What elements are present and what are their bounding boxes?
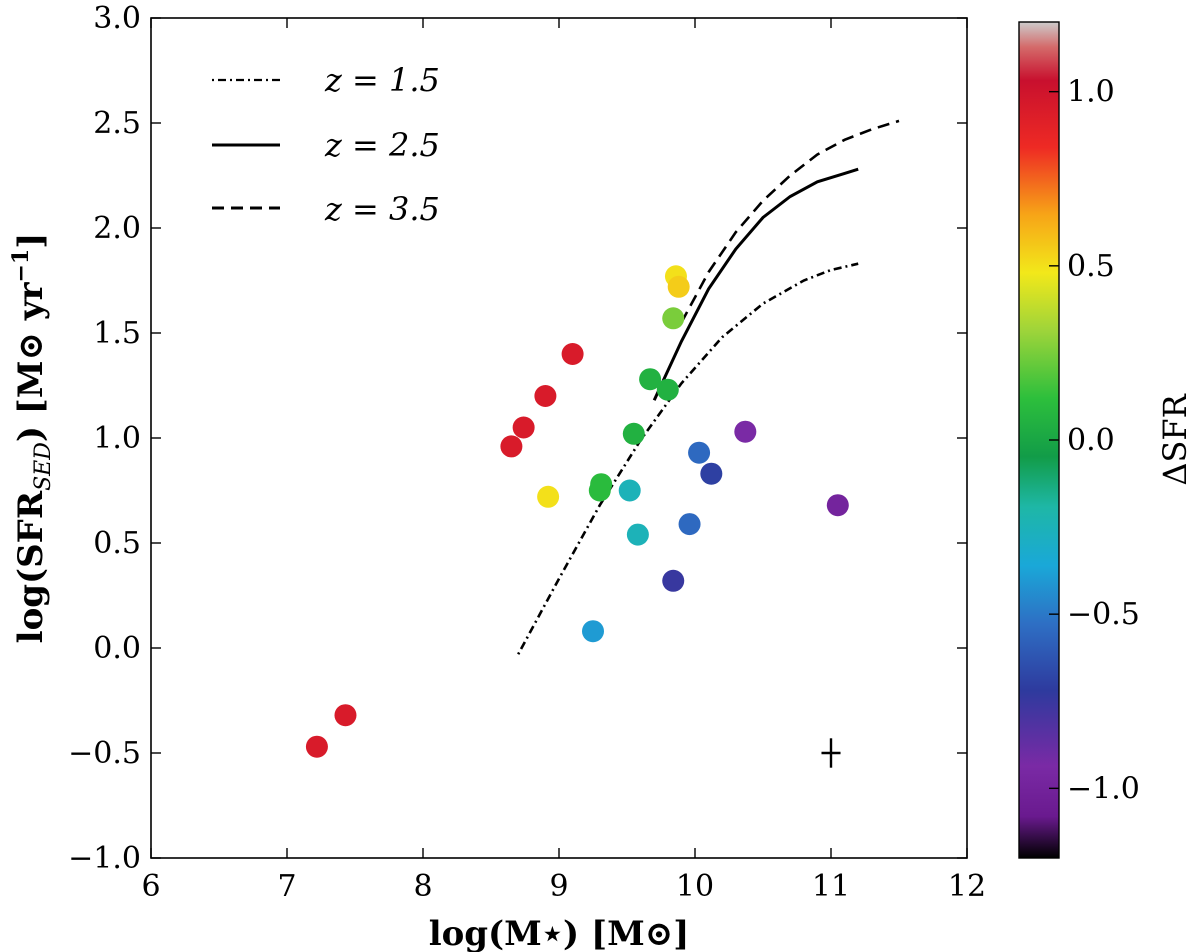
data-point (662, 569, 685, 592)
data-point (334, 704, 357, 727)
y-tick-label: 0.0 (93, 631, 141, 666)
y-tick-label: 0.5 (93, 526, 141, 561)
y-tick-label: 3.0 (93, 1, 141, 36)
x-tick-label: 8 (413, 869, 432, 904)
y-axis-ticks: −1.0 −0.5 0.0 0.5 1.0 1.5 2.0 2.5 3.0 (68, 1, 967, 876)
data-point (582, 620, 604, 643)
curve-dashed (680, 119, 900, 324)
legend-label-z15: z = 1.5 (324, 61, 440, 99)
data-point (700, 462, 723, 485)
curve-dotted (517, 262, 859, 655)
data-point (667, 275, 690, 298)
error-bar (821, 738, 841, 768)
x-tick-label: 9 (549, 869, 568, 904)
data-point (534, 385, 557, 407)
data-point (688, 441, 711, 464)
scatter-points (305, 265, 849, 758)
x-axis-ticks: 6 7 8 9 10 11 12 (141, 18, 986, 904)
y-tick-label: 2.0 (93, 211, 141, 246)
data-point (512, 416, 535, 439)
data-point (618, 479, 641, 502)
x-tick-label: 7 (277, 869, 296, 904)
colorbar-tick-label: 0.5 (1067, 249, 1115, 284)
y-tick-label: 1.0 (93, 421, 141, 456)
x-tick-label: 6 (141, 869, 160, 904)
colorbar-tick-label: −1.0 (1067, 771, 1140, 806)
y-tick-label: −0.5 (68, 736, 141, 771)
data-point (662, 307, 685, 330)
x-tick-label: 12 (948, 869, 986, 904)
y-axis-title: log(SFRSED) [M⊙ yr−1] (8, 233, 56, 644)
data-point (305, 735, 328, 758)
data-point (561, 343, 584, 365)
x-tick-label: 10 (676, 869, 714, 904)
colorbar-tick-label: 1.0 (1067, 75, 1115, 110)
data-point (678, 513, 701, 536)
x-tick-label: 11 (812, 869, 850, 904)
colorbar-ticks: −1.0 −0.5 0.0 0.5 1.0 (1049, 75, 1140, 806)
data-point (622, 422, 645, 445)
legend: z = 1.5 z = 2.5 z = 3.5 (212, 61, 440, 228)
y-tick-label: 2.5 (93, 106, 141, 141)
model-curves (517, 119, 900, 655)
legend-label-z25: z = 2.5 (324, 126, 440, 164)
data-point (826, 494, 849, 517)
data-point (734, 420, 757, 443)
colorbar-tick-label: −0.5 (1067, 597, 1140, 632)
colorbar-tick-label: 0.0 (1067, 423, 1115, 458)
y-tick-label: 1.5 (93, 316, 141, 351)
colorbar-title: ΔSFR (1156, 393, 1194, 485)
x-axis-title: log(M⋆) [M⊙] (429, 914, 690, 952)
data-point (537, 485, 560, 508)
legend-label-z35: z = 3.5 (324, 190, 440, 228)
data-point (656, 378, 679, 401)
curve-solid (652, 167, 859, 401)
y-tick-label: −1.0 (68, 841, 141, 876)
data-point (626, 523, 649, 546)
data-point (500, 435, 523, 458)
data-point (590, 473, 613, 496)
data-point (639, 368, 662, 391)
